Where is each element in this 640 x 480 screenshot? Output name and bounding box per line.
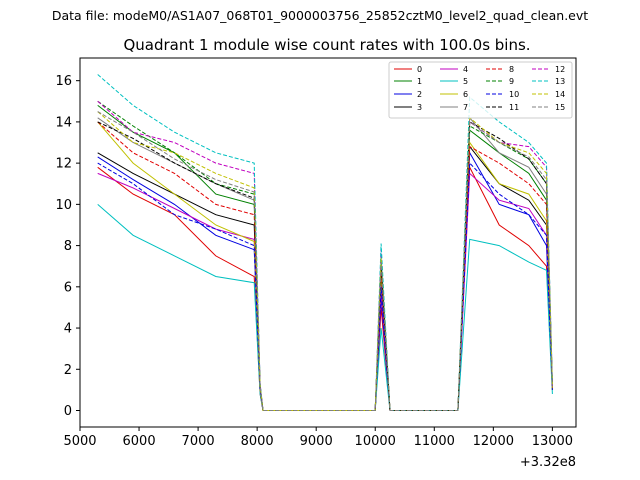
x-tick-label: 5000 bbox=[63, 434, 96, 449]
y-tick-label: 0 bbox=[64, 404, 72, 419]
y-tick-label: 12 bbox=[55, 157, 72, 172]
x-axis: 5000 6000 7000 8000 9000 10000 11000 12000 13000 bbox=[63, 427, 573, 449]
legend-label-10: 10 bbox=[509, 90, 519, 99]
legend-label-1: 1 bbox=[417, 77, 422, 86]
x-axis-offset-label: +3.32e8 bbox=[520, 455, 576, 470]
legend-label-12: 12 bbox=[555, 65, 565, 74]
legend-label-0: 0 bbox=[417, 65, 422, 74]
legend-frame bbox=[388, 61, 573, 119]
legend-label-15: 15 bbox=[555, 103, 565, 112]
legend-label-6: 6 bbox=[463, 90, 468, 99]
x-tick-label: 6000 bbox=[123, 434, 156, 449]
series-line-15 bbox=[97, 111, 553, 411]
x-tick-label: 13000 bbox=[532, 434, 573, 449]
series-layer bbox=[97, 74, 553, 411]
x-tick-label: 8000 bbox=[241, 434, 274, 449]
legend-label-14: 14 bbox=[555, 90, 565, 99]
legend-label-2: 2 bbox=[417, 90, 422, 99]
y-tick-label: 16 bbox=[55, 74, 72, 89]
x-tick-label: 9000 bbox=[300, 434, 333, 449]
y-axis: 0 2 4 6 8 10 12 14 16 bbox=[55, 74, 80, 419]
legend-label-5: 5 bbox=[463, 77, 468, 86]
series-line-5 bbox=[97, 204, 553, 411]
x-tick-label: 7000 bbox=[182, 434, 215, 449]
y-tick-label: 14 bbox=[55, 115, 72, 130]
axes-frame bbox=[79, 57, 577, 428]
series-line-12 bbox=[97, 100, 553, 411]
y-tick-label: 2 bbox=[64, 363, 72, 378]
x-tick-label: 10000 bbox=[355, 434, 396, 449]
x-tick-label: 12000 bbox=[473, 434, 514, 449]
y-tick-label: 6 bbox=[64, 280, 72, 295]
legend-label-13: 13 bbox=[555, 77, 565, 86]
legend-label-4: 4 bbox=[463, 65, 468, 74]
legend-label-9: 9 bbox=[509, 77, 514, 86]
legend-label-7: 7 bbox=[463, 103, 468, 112]
y-tick-label: 10 bbox=[55, 198, 72, 213]
chart-suptitle: Data file: modeM0/AS1A07_068T01_90000037… bbox=[52, 8, 588, 23]
plot-area: 5000 6000 7000 8000 9000 10000 11000 12000 13000… bbox=[55, 57, 577, 449]
chart-title: Quadrant 1 module wise count rates with … bbox=[123, 36, 530, 54]
x-tick-label: 11000 bbox=[414, 434, 455, 449]
y-tick-label: 8 bbox=[64, 239, 72, 254]
legend-label-11: 11 bbox=[509, 103, 519, 112]
legend-label-8: 8 bbox=[509, 65, 514, 74]
legend-label-3: 3 bbox=[417, 103, 422, 112]
y-tick-label: 4 bbox=[64, 322, 72, 337]
